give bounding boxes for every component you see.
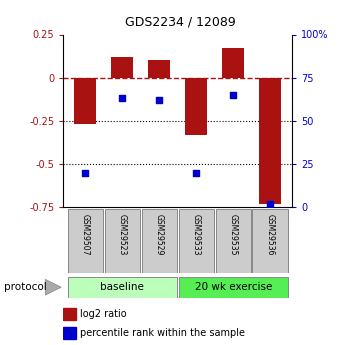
Text: GDS2234 / 12089: GDS2234 / 12089: [125, 16, 236, 29]
Bar: [179, 209, 214, 273]
Bar: [252, 209, 288, 273]
Bar: [111, 57, 134, 78]
Text: GSM29529: GSM29529: [155, 214, 164, 255]
Bar: [63, 308, 76, 319]
Text: percentile rank within the sample: percentile rank within the sample: [81, 328, 245, 338]
Text: GSM29536: GSM29536: [266, 214, 275, 255]
Text: baseline: baseline: [100, 282, 144, 292]
Bar: [216, 209, 251, 273]
Bar: [222, 48, 244, 78]
Point: [119, 96, 125, 101]
Bar: [105, 209, 140, 273]
Text: GSM29533: GSM29533: [192, 214, 201, 255]
Text: protocol: protocol: [4, 283, 46, 292]
Bar: [148, 60, 170, 78]
Bar: [179, 277, 288, 297]
Point: [230, 92, 236, 98]
Bar: [68, 209, 103, 273]
Bar: [74, 78, 96, 124]
Polygon shape: [45, 279, 61, 295]
Bar: [68, 277, 177, 297]
Bar: [185, 78, 207, 135]
Bar: [259, 78, 281, 204]
Point: [193, 170, 199, 175]
Bar: [142, 209, 177, 273]
Point: [156, 97, 162, 103]
Point: [268, 201, 273, 206]
Text: GSM29535: GSM29535: [229, 214, 238, 255]
Text: 20 wk exercise: 20 wk exercise: [195, 282, 272, 292]
Point: [82, 170, 88, 175]
Bar: [63, 327, 76, 338]
Text: GSM29523: GSM29523: [118, 214, 127, 255]
Text: log2 ratio: log2 ratio: [81, 309, 127, 319]
Text: GSM29507: GSM29507: [81, 214, 90, 255]
